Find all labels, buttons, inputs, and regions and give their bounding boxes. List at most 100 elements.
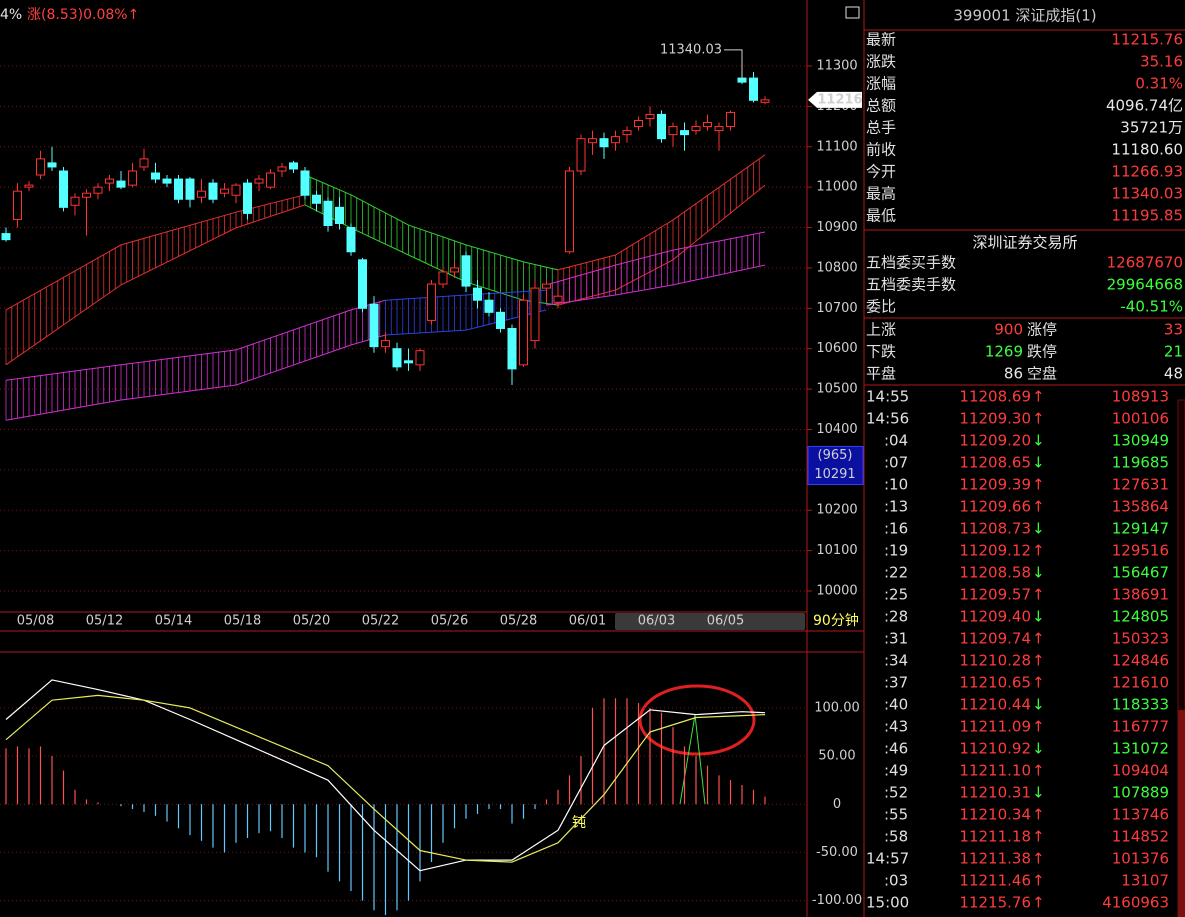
tick-volume: 13107 <box>1121 872 1169 890</box>
breadth-value: 21 <box>1164 343 1183 361</box>
tick-direction: ↑ <box>1032 806 1045 824</box>
candle-body <box>530 287 540 342</box>
tick-time: :49 <box>884 762 908 780</box>
quote-label: 最新 <box>866 31 896 49</box>
quote-label: 最低 <box>866 207 896 225</box>
tick-direction: ↑ <box>1032 894 1045 912</box>
tick-volume: 4160963 <box>1102 894 1169 912</box>
candle-body <box>611 136 620 144</box>
y-tick-label: 10500 <box>816 382 857 397</box>
candle-body <box>151 172 160 180</box>
x-tick-label: 05/22 <box>362 614 399 629</box>
candle-body <box>726 111 735 128</box>
candle-body <box>93 186 103 194</box>
candle-body <box>668 126 678 136</box>
quote-value: 11266.93 <box>1111 163 1183 181</box>
tick-price: 11210.44 <box>959 696 1031 714</box>
scrollbar[interactable] <box>1177 399 1185 917</box>
y-tick-label: -100.00 <box>812 893 862 908</box>
window-icon[interactable] <box>845 6 860 19</box>
tick-direction: ↑ <box>1032 718 1045 736</box>
candle-body <box>208 182 218 200</box>
scrollbar-thumb[interactable] <box>1178 710 1185 917</box>
candle-body <box>128 170 137 186</box>
band-upper <box>385 289 547 301</box>
candle-body <box>369 303 379 348</box>
band-lower <box>5 204 306 366</box>
tick-volume: 129147 <box>1112 520 1169 538</box>
band-upper <box>557 154 766 271</box>
tick-time: :37 <box>884 674 908 692</box>
tick-direction: ↑ <box>1032 652 1045 670</box>
x-tick-label: 05/28 <box>500 614 537 629</box>
order-value: 29964668 <box>1107 276 1183 294</box>
tick-time: :46 <box>884 740 908 758</box>
tick-time: :19 <box>884 542 908 560</box>
candle-body <box>289 162 298 170</box>
quote-label: 总额 <box>866 97 896 115</box>
tick-price: 11210.92 <box>959 740 1031 758</box>
x-tick-label: 05/14 <box>155 614 192 629</box>
x-tick-label: 05/26 <box>431 614 468 629</box>
pct-fragment: 4% <box>0 7 22 23</box>
candle-body <box>392 348 402 368</box>
candle-body <box>231 184 241 196</box>
candle-body <box>139 158 149 168</box>
tick-time: :04 <box>884 432 908 450</box>
candle-body <box>277 166 287 172</box>
tick-volume: 109404 <box>1112 762 1169 780</box>
candle-body <box>714 126 724 132</box>
candle-body <box>323 200 333 227</box>
tick-direction: ↓ <box>1032 520 1045 538</box>
candle-body <box>576 138 586 172</box>
tick-direction: ↑ <box>1032 674 1045 692</box>
tick-price: 11208.69 <box>959 388 1031 406</box>
candle-body <box>24 184 34 188</box>
candle-body <box>496 311 505 329</box>
candle-body <box>657 113 666 140</box>
candle-body <box>507 327 517 370</box>
tick-direction: ↓ <box>1032 740 1045 758</box>
tick-time: 14:57 <box>866 850 909 868</box>
tick-volume: 118333 <box>1112 696 1169 714</box>
candle-body <box>162 178 172 184</box>
y-tick-label: -50.00 <box>816 845 858 860</box>
band-lower <box>5 334 386 421</box>
tick-time: :58 <box>884 828 908 846</box>
candle-body <box>760 99 770 103</box>
panel-title: 399001 深证成指(1) <box>953 7 1096 25</box>
candle-body <box>691 126 701 132</box>
quote-value: 0.31% <box>1135 75 1183 93</box>
candle-body <box>542 283 551 289</box>
dif-line <box>5 679 766 872</box>
candle-body <box>36 158 45 176</box>
tick-volume: 113746 <box>1112 806 1169 824</box>
candle-body <box>197 190 206 198</box>
tick-direction: ↑ <box>1032 828 1045 846</box>
tick-price: 11211.18 <box>959 828 1031 846</box>
tick-direction: ↑ <box>1032 850 1045 868</box>
quote-value: 35.16 <box>1140 53 1183 71</box>
candle-body <box>70 196 80 206</box>
tick-volume: 114852 <box>1112 828 1169 846</box>
y-tick-label: 100.00 <box>814 700 860 715</box>
quote-value: 35721万 <box>1120 119 1183 137</box>
quote-label: 涨幅 <box>866 75 896 93</box>
tick-time: :25 <box>884 586 908 604</box>
last-price-flag <box>808 91 862 108</box>
period-label[interactable]: 90分钟 <box>813 612 859 629</box>
tick-price: 11209.74 <box>959 630 1031 648</box>
candle-body <box>565 170 574 253</box>
breadth-value: 86 <box>1004 365 1023 383</box>
candle-body <box>13 190 22 220</box>
tick-time: 15:00 <box>866 894 909 912</box>
breadth-label: 下跌 <box>866 343 896 361</box>
last-price-tag: 11216 <box>817 92 862 107</box>
date-highlight <box>615 613 805 630</box>
y-tick-label: 10000 <box>816 583 857 598</box>
tick-volume: 107889 <box>1112 784 1169 802</box>
breadth-label: 跌停 <box>1027 343 1057 361</box>
tick-price: 11211.10 <box>959 762 1031 780</box>
tick-time: :43 <box>884 718 908 736</box>
tick-time: :55 <box>884 806 908 824</box>
